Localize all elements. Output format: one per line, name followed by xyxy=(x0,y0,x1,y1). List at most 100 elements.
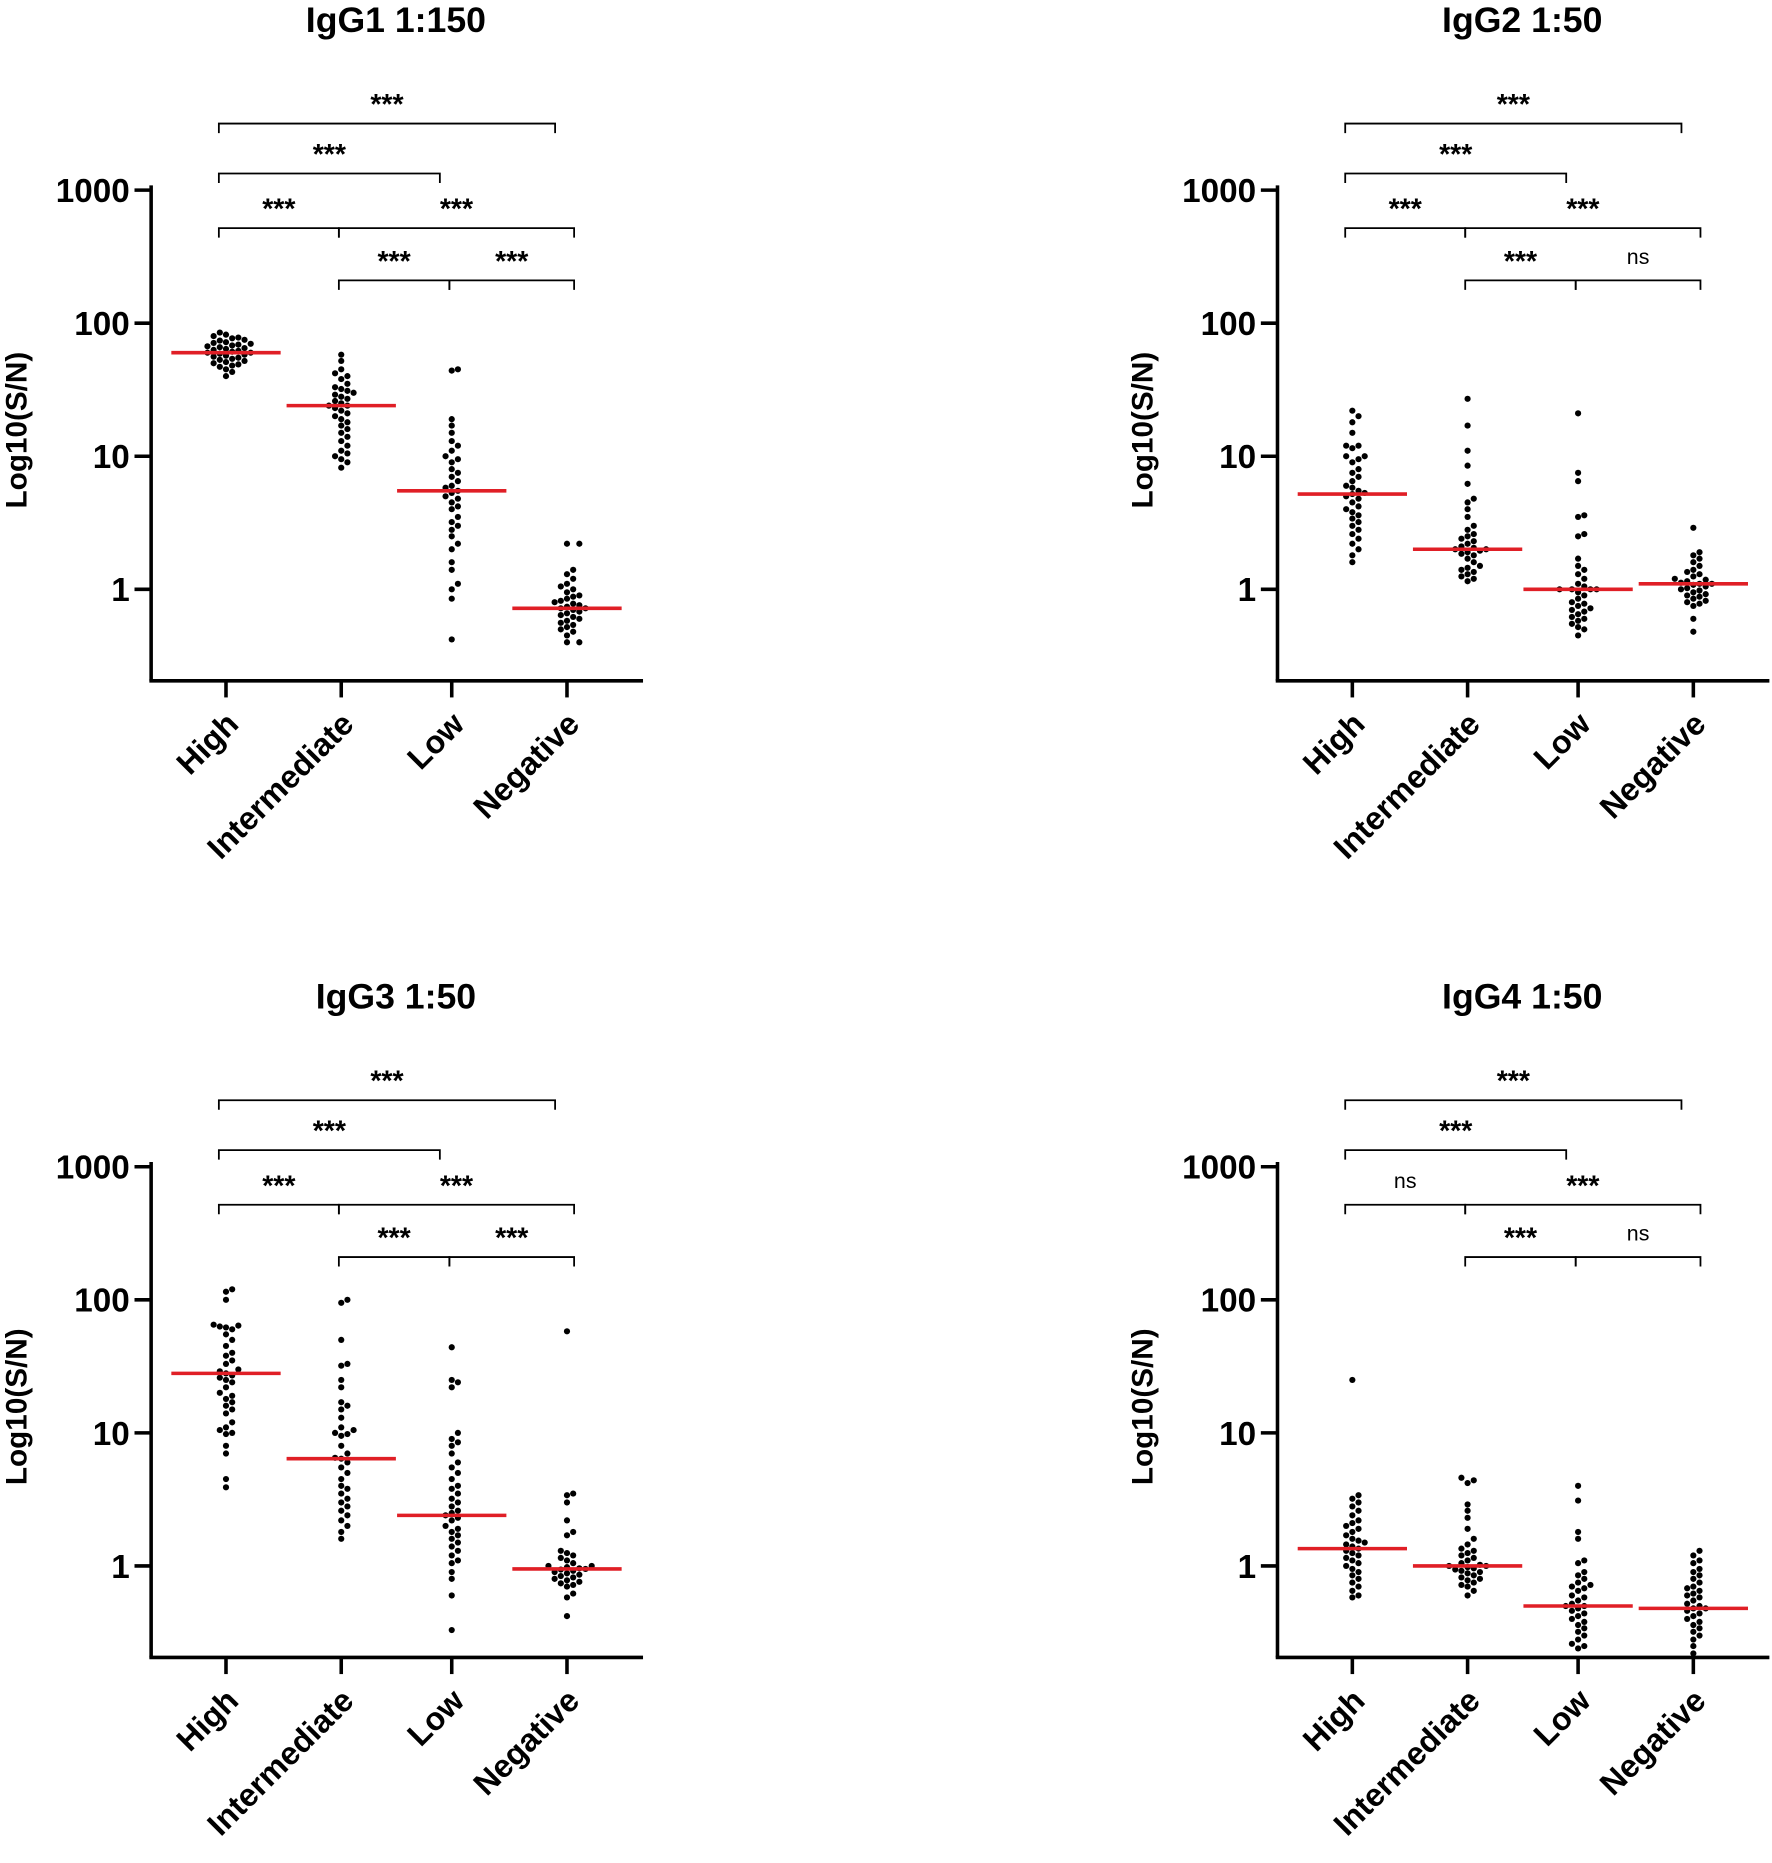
data-point xyxy=(1575,1645,1582,1652)
data-point xyxy=(1696,1579,1703,1586)
data-point xyxy=(222,1376,230,1384)
data-point xyxy=(1355,495,1362,502)
data-point xyxy=(331,391,339,398)
data-point xyxy=(344,410,351,417)
data-point xyxy=(454,1429,462,1436)
data-point xyxy=(247,340,254,347)
data-point xyxy=(1671,575,1678,582)
data-point xyxy=(448,586,455,593)
data-point xyxy=(448,1560,455,1567)
data-point xyxy=(1696,1557,1703,1564)
data-group-low xyxy=(1556,410,1600,639)
data-point xyxy=(1575,1560,1582,1567)
data-point xyxy=(1361,453,1368,460)
x-tick-label: High xyxy=(1296,1682,1372,1758)
data-point xyxy=(1575,1528,1582,1536)
data-point xyxy=(454,540,462,547)
data-point xyxy=(563,632,571,639)
data-point xyxy=(454,1547,462,1554)
data-point xyxy=(454,522,462,529)
data-point xyxy=(1355,1568,1362,1576)
data-point xyxy=(448,499,455,506)
data-point xyxy=(1696,1632,1703,1639)
data-point xyxy=(448,1344,455,1351)
data-point xyxy=(1575,1535,1582,1542)
data-point xyxy=(222,1288,230,1295)
y-tick-label: 100 xyxy=(74,1283,129,1320)
data-point xyxy=(1458,1545,1465,1552)
data-point xyxy=(1575,469,1582,476)
data-point xyxy=(563,571,571,578)
data-point xyxy=(1349,1519,1356,1527)
data-point xyxy=(1355,1507,1362,1514)
data-point xyxy=(1343,442,1350,449)
data-point xyxy=(338,422,345,429)
data-point xyxy=(1349,419,1356,426)
data-point xyxy=(1349,1549,1356,1557)
data-point xyxy=(1464,533,1471,540)
data-point xyxy=(344,1296,351,1303)
data-point xyxy=(563,1492,571,1499)
data-point xyxy=(563,1499,571,1506)
data-point xyxy=(1696,549,1703,556)
data-point xyxy=(1581,1632,1588,1639)
data-point xyxy=(1458,535,1465,542)
data-point xyxy=(331,453,339,460)
data-point xyxy=(216,1323,223,1330)
data-point xyxy=(1690,1636,1697,1643)
data-point xyxy=(1464,1514,1471,1521)
significance-bracket xyxy=(1344,1203,1467,1215)
data-point xyxy=(1581,1585,1588,1592)
data-point xyxy=(229,1399,236,1406)
significance-bracket xyxy=(1344,1099,1683,1110)
data-point xyxy=(1702,597,1709,604)
data-point xyxy=(229,1419,236,1426)
y-tick-label: 1000 xyxy=(56,1150,130,1187)
data-point xyxy=(1568,606,1576,614)
data-point xyxy=(1702,591,1709,598)
significance-label: *** xyxy=(1439,139,1473,171)
significance-label: *** xyxy=(440,1170,474,1202)
data-point xyxy=(1355,1552,1362,1559)
significance-label: *** xyxy=(370,1066,404,1098)
chart-title: IgG2 1:50 xyxy=(1442,0,1602,40)
data-point xyxy=(241,336,248,343)
data-point xyxy=(1349,1503,1356,1510)
data-point xyxy=(338,357,345,365)
data-point xyxy=(216,1426,223,1434)
data-point xyxy=(1575,1636,1582,1643)
data-point xyxy=(1690,628,1697,635)
data-point xyxy=(448,1543,455,1550)
data-point xyxy=(338,1406,345,1413)
data-point xyxy=(1464,540,1471,547)
data-point xyxy=(1464,1507,1471,1514)
data-point xyxy=(222,331,230,338)
data-point xyxy=(448,1503,455,1510)
y-tick-label: 1000 xyxy=(1182,173,1256,210)
data-point xyxy=(563,1570,571,1577)
data-point xyxy=(1690,573,1697,580)
data-point xyxy=(350,389,357,396)
data-point xyxy=(229,335,236,342)
data-point xyxy=(1343,1532,1350,1539)
data-point xyxy=(1575,602,1582,610)
data-point xyxy=(1684,1615,1691,1623)
data-point xyxy=(1568,1583,1576,1590)
data-point xyxy=(1575,1613,1582,1620)
data-point xyxy=(331,1429,339,1436)
data-point xyxy=(338,351,345,358)
data-point xyxy=(344,1512,351,1519)
chart-panel: IgG1 1:150Log10(S/N)1000100101HighInterm… xyxy=(0,0,644,866)
data-point xyxy=(1696,1547,1703,1554)
data-point xyxy=(338,1384,345,1391)
data-point xyxy=(454,580,462,587)
data-point xyxy=(229,355,236,362)
data-point xyxy=(1575,1587,1582,1594)
chart-title: IgG3 1:50 xyxy=(316,977,476,1017)
data-point xyxy=(563,1583,571,1590)
data-point xyxy=(229,1336,236,1343)
data-point xyxy=(563,639,571,646)
data-point xyxy=(454,366,462,373)
data-group-intermediate xyxy=(1452,395,1490,585)
data-point xyxy=(1581,608,1588,615)
